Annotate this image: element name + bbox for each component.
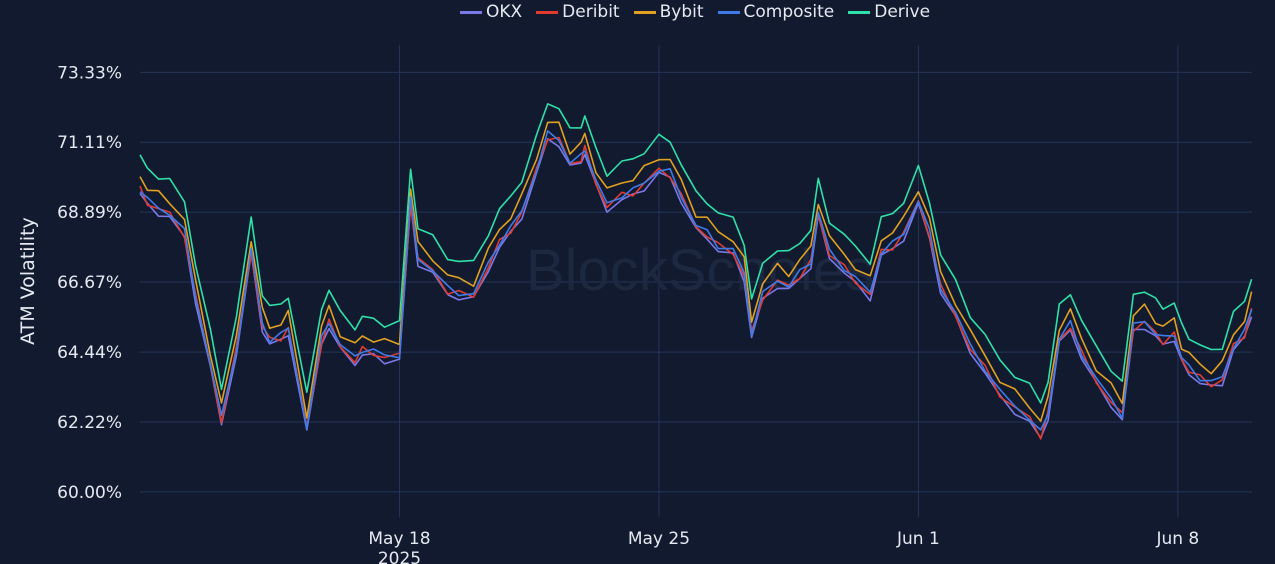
series-line-deribit	[139, 136, 1253, 440]
watermark: BlockScholes	[526, 238, 874, 303]
series-line-derive	[139, 103, 1253, 404]
grid	[140, 45, 1252, 517]
y-tick-label: 64.44%	[57, 343, 122, 363]
y-axis-label: ATM Volatility	[17, 217, 39, 345]
legend-label: Bybit	[659, 2, 704, 22]
legend-label: Composite	[743, 2, 835, 22]
x-tick-label: Jun 8	[1155, 529, 1199, 549]
legend-swatch	[459, 10, 482, 14]
legend-item-composite[interactable]: Composite	[717, 2, 835, 22]
series-group	[139, 103, 1253, 440]
legend-swatch	[848, 10, 871, 14]
legend-swatch	[536, 10, 559, 14]
x-tick-label: May 18	[368, 529, 430, 549]
legend-item-bybit[interactable]: Bybit	[633, 2, 704, 22]
x-tick-label: Jun 1	[896, 529, 940, 549]
x-tick-label: May 25	[628, 529, 690, 549]
legend-swatch	[633, 10, 656, 14]
y-tick-label: 68.89%	[57, 203, 122, 223]
series-line-bybit	[139, 121, 1253, 422]
y-tick-label: 62.22%	[57, 413, 122, 433]
y-tick-label: 60.00%	[57, 483, 122, 503]
legend-item-derive[interactable]: Derive	[848, 2, 930, 22]
legend-swatch	[717, 10, 740, 14]
y-tick-label: 73.33%	[57, 63, 122, 83]
legend-item-deribit[interactable]: Deribit	[536, 2, 620, 22]
y-tick-label: 71.11%	[57, 133, 122, 153]
y-tick-label: 66.67%	[57, 273, 122, 293]
legend-label: Derive	[874, 2, 931, 22]
legend-item-okx[interactable]: OKX	[459, 2, 523, 22]
x-tick-sublabel: 2025	[378, 549, 421, 564]
series-line-okx	[139, 138, 1253, 439]
legend-label: Deribit	[562, 2, 620, 22]
series-line-composite	[139, 130, 1253, 431]
y-tick-labels: 73.33% 71.11% 68.89% 66.67% 64.44% 62.22% 60.0…	[57, 63, 122, 502]
legend-label: OKX	[485, 2, 523, 22]
legend: OKX Deribit Bybit Composite Derive	[0, 2, 1275, 22]
